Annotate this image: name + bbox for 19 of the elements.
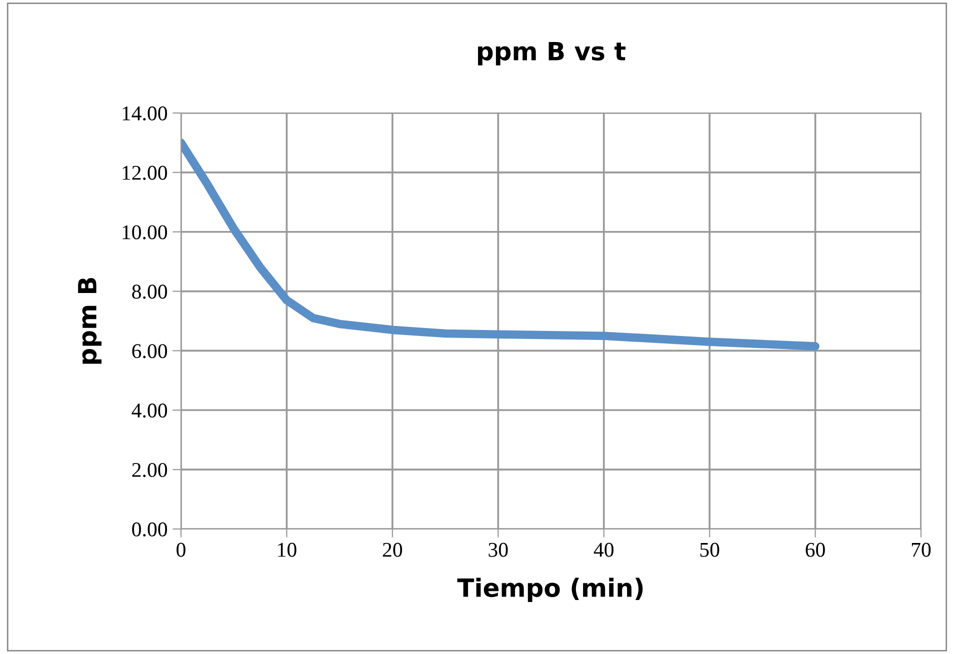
x-tick-label: 70 [912, 542, 931, 557]
x-tick-label: 30 [488, 542, 508, 557]
y-axis-title: ppm B [78, 278, 102, 364]
x-tick-label: 50 [700, 542, 720, 557]
y-tick-label: 0.00 [132, 522, 168, 537]
y-tick-label: 4.00 [132, 404, 168, 418]
y-tick-label: 6.00 [132, 344, 168, 358]
y-tick-label: 14.00 [122, 106, 168, 121]
chart-title: ppm B vs t [478, 42, 626, 66]
x-tick-label: 10 [278, 542, 296, 557]
x-tick-label: 60 [806, 542, 825, 557]
x-tick-label: 0 [176, 542, 186, 557]
y-tick-label: 12.00 [122, 166, 168, 180]
x-tick-label: 20 [382, 542, 402, 557]
y-tick-label: 2.00 [132, 462, 168, 478]
y-tick-label: 10.00 [122, 225, 168, 240]
x-tick-label: 40 [594, 542, 614, 557]
y-tick-label: 8.00 [132, 284, 168, 299]
x-axis-title: Tiempo (min) [457, 578, 643, 602]
